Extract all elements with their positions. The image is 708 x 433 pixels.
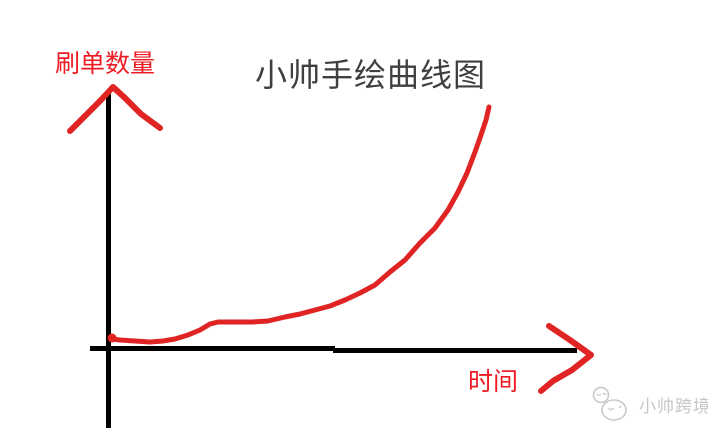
x-axis-label: 时间 [468,368,519,396]
chart-title: 小帅手绘曲线图 [255,57,487,93]
axis-segment-2 [333,348,577,353]
axis-segment-1 [90,346,335,351]
y-axis-label: 刷单数量 [55,50,156,78]
doodle-mascot-icon [592,386,627,421]
watermark: 小帅跨境 [590,384,708,424]
axis-segment-0 [106,92,111,428]
growth-curve [109,104,492,345]
x-axis-arrowhead [538,323,594,394]
watermark-text: 小帅跨境 [639,396,708,416]
y-axis-arrowhead [67,84,163,134]
